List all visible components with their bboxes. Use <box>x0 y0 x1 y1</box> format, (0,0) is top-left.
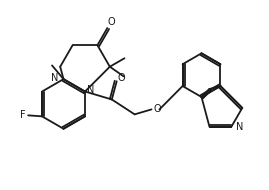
Text: F: F <box>20 110 26 120</box>
Text: N: N <box>51 73 59 83</box>
Text: O: O <box>154 104 161 114</box>
Text: N: N <box>236 122 244 132</box>
Text: O: O <box>107 17 115 27</box>
Text: N: N <box>87 85 94 95</box>
Text: O: O <box>118 73 125 83</box>
